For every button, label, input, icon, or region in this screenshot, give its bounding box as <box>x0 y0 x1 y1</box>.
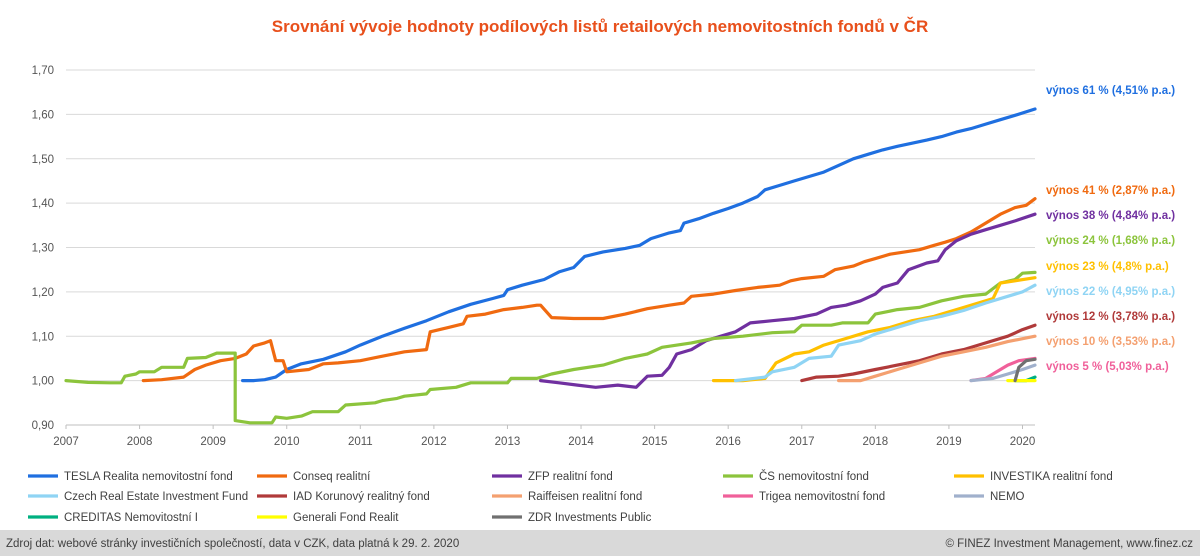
series-line <box>837 334 1037 383</box>
x-tick-label: 2012 <box>421 436 447 448</box>
footer-source: Zdroj dat: webové stránky investičních s… <box>6 538 459 550</box>
y-axis-ticks: 0,90 1,00 1,10 1,20 1,30 1,40 1,50 1,60 1,70 <box>32 65 54 432</box>
series-line <box>241 107 1037 383</box>
y-tick-label: 1,60 <box>32 109 54 121</box>
chart-title: Srovnání vývoje hodnoty podílových listů… <box>272 17 928 36</box>
legend-label: IAD Korunový realitný fond <box>293 491 430 503</box>
legend-label: TESLA Realita nemovitostní fond <box>64 471 233 483</box>
y-tick-label: 1,40 <box>32 198 54 210</box>
legend-label: INVESTIKA realitní fond <box>990 471 1113 483</box>
grid-lines <box>66 69 1035 426</box>
legend-label: Trigea nemovitostní fond <box>759 491 885 503</box>
return-annotation: výnos 12 % (3,78% p.a.) <box>1046 311 1175 323</box>
y-tick-label: 1,50 <box>32 154 54 166</box>
footer: Zdroj dat: webové stránky investičních s… <box>0 530 1200 556</box>
return-annotation: výnos 38 % (4,84% p.a.) <box>1046 210 1175 222</box>
legend-label: ZDR Investments Public <box>528 512 652 524</box>
footer-copyright: © FINEZ Investment Management, www.finez… <box>945 538 1193 550</box>
return-annotation: výnos 5 % (5,03% p.a.) <box>1046 361 1169 373</box>
return-annotation: výnos 22 % (4,95% p.a.) <box>1046 286 1175 298</box>
x-tick-label: 2013 <box>495 436 521 448</box>
legend-label: Raiffeisen realitní fond <box>528 491 642 503</box>
x-tick-label: 2007 <box>53 436 79 448</box>
series-line <box>969 363 1037 383</box>
series-line <box>539 212 1037 389</box>
x-axis-ticks: 2007 2008 2009 2010 2011 2012 2013 2014 2015 2016… <box>53 425 1035 448</box>
return-annotation: výnos 41 % (2,87% p.a.) <box>1046 185 1175 197</box>
y-tick-label: 1,10 <box>32 331 54 343</box>
series-line <box>800 323 1037 383</box>
y-tick-label: 1,70 <box>32 65 54 77</box>
y-tick-label: 1,30 <box>32 243 54 255</box>
legend-label: ČS nemovitostní fond <box>759 470 869 483</box>
y-tick-label: 1,00 <box>32 376 54 388</box>
legend: TESLA Realita nemovitostní fond Conseq re… <box>28 470 1113 524</box>
series-line <box>64 270 1037 425</box>
y-tick-label: 1,20 <box>32 287 54 299</box>
return-annotation: výnos 61 % (4,51% p.a.) <box>1046 85 1175 97</box>
legend-label: ZFP realitní fond <box>528 471 613 483</box>
x-tick-label: 2018 <box>863 436 889 448</box>
x-tick-label: 2008 <box>127 436 153 448</box>
x-tick-label: 2010 <box>274 436 300 448</box>
x-tick-label: 2017 <box>789 436 815 448</box>
series-line <box>141 197 1037 383</box>
legend-label: Czech Real Estate Investment Fund <box>64 491 248 503</box>
x-tick-label: 2015 <box>642 436 668 448</box>
series-line <box>1013 357 1037 383</box>
legend-label: CREDITAS Nemovitostní I <box>64 512 198 524</box>
series-line <box>733 283 1037 383</box>
return-annotation: výnos 10 % (3,53% p.a.) <box>1046 336 1175 348</box>
return-annotation: výnos 24 % (1,68% p.a.) <box>1046 235 1175 247</box>
legend-label: Generali Fond Realit <box>293 512 399 524</box>
legend-label: NEMO <box>990 491 1025 503</box>
x-tick-label: 2019 <box>936 436 962 448</box>
return-annotation: výnos 23 % (4,8% p.a.) <box>1046 261 1169 273</box>
x-tick-label: 2009 <box>200 436 226 448</box>
x-tick-label: 2016 <box>715 436 741 448</box>
series-lines <box>64 107 1037 425</box>
footer-bar <box>0 530 1200 556</box>
return-annotations: výnos 61 % (4,51% p.a.) výnos 41 % (2,87%… <box>1046 85 1175 373</box>
y-tick-label: 0,90 <box>32 420 54 432</box>
series-line <box>711 276 1037 383</box>
x-tick-label: 2011 <box>348 436 373 448</box>
x-tick-label: 2014 <box>568 436 594 448</box>
legend-label: Conseq realitní <box>293 471 371 483</box>
x-tick-label: 2020 <box>1010 436 1036 448</box>
